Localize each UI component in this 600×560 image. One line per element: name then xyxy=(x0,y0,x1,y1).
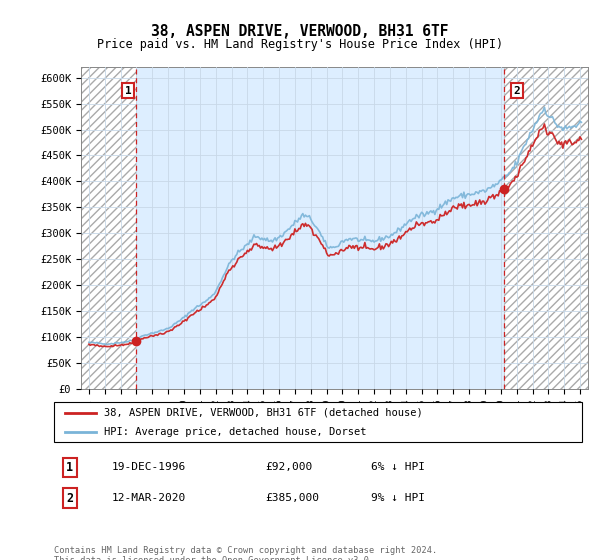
Text: Contains HM Land Registry data © Crown copyright and database right 2024.
This d: Contains HM Land Registry data © Crown c… xyxy=(54,546,437,560)
Bar xyxy=(504,67,588,389)
Text: 2: 2 xyxy=(66,492,73,505)
Text: HPI: Average price, detached house, Dorset: HPI: Average price, detached house, Dors… xyxy=(104,427,367,436)
Bar xyxy=(81,67,136,389)
Text: £385,000: £385,000 xyxy=(265,493,319,503)
Text: 2: 2 xyxy=(514,86,520,96)
Text: 1: 1 xyxy=(125,86,131,96)
Text: 1: 1 xyxy=(66,461,73,474)
Text: 38, ASPEN DRIVE, VERWOOD, BH31 6TF: 38, ASPEN DRIVE, VERWOOD, BH31 6TF xyxy=(151,24,449,39)
Text: Price paid vs. HM Land Registry's House Price Index (HPI): Price paid vs. HM Land Registry's House … xyxy=(97,38,503,51)
Text: 38, ASPEN DRIVE, VERWOOD, BH31 6TF (detached house): 38, ASPEN DRIVE, VERWOOD, BH31 6TF (deta… xyxy=(104,408,423,418)
Text: 9% ↓ HPI: 9% ↓ HPI xyxy=(371,493,425,503)
Text: 19-DEC-1996: 19-DEC-1996 xyxy=(112,463,187,473)
Text: 6% ↓ HPI: 6% ↓ HPI xyxy=(371,463,425,473)
Text: 12-MAR-2020: 12-MAR-2020 xyxy=(112,493,187,503)
FancyBboxPatch shape xyxy=(54,402,582,442)
Text: £92,000: £92,000 xyxy=(265,463,313,473)
